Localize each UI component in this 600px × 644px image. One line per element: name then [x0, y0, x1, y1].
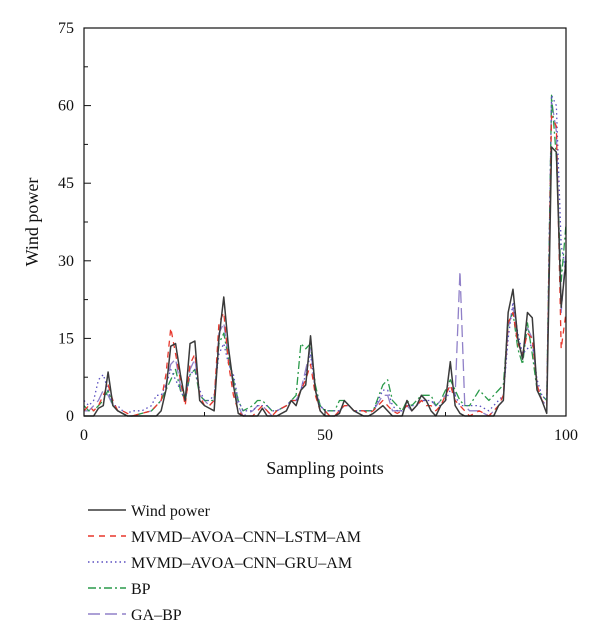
ticks-layer: 0 15 30 45 60 75 0 50 100 — [58, 20, 578, 444]
x-tick-label: 0 — [80, 427, 88, 444]
y-axis-title: Wind power — [22, 178, 42, 267]
series-line-0 — [84, 146, 567, 417]
legend-label: MVMD–AVOA–CNN–GRU–AM — [131, 555, 352, 572]
series-layer — [83, 94, 567, 417]
legend-label: Wind power — [131, 503, 211, 520]
x-tick-label: 50 — [317, 427, 333, 444]
axes-layer — [83, 27, 567, 417]
y-tick-label: 15 — [58, 330, 74, 347]
x-tick-label: 100 — [554, 427, 578, 444]
y-tick-label: 75 — [58, 20, 74, 37]
legend-label: BP — [131, 581, 151, 598]
x-axis-title: Sampling points — [266, 458, 384, 478]
y-tick-label: 30 — [58, 253, 74, 270]
y-tick-label: 45 — [58, 175, 74, 192]
y-tick-label: 0 — [66, 408, 74, 425]
legend-label: MVMD–AVOA–CNN–LSTM–AM — [131, 529, 361, 546]
series-line-3 — [83, 94, 567, 417]
series-line-4 — [84, 99, 567, 417]
legend-label: GA–BP — [131, 607, 182, 624]
plot-frame — [83, 27, 567, 417]
legend: Wind power MVMD–AVOA–CNN–LSTM–AM MVMD–AVOA… — [88, 503, 361, 624]
y-tick-label: 60 — [58, 98, 74, 115]
series-line-1 — [83, 115, 567, 417]
series-line-2 — [83, 94, 567, 415]
